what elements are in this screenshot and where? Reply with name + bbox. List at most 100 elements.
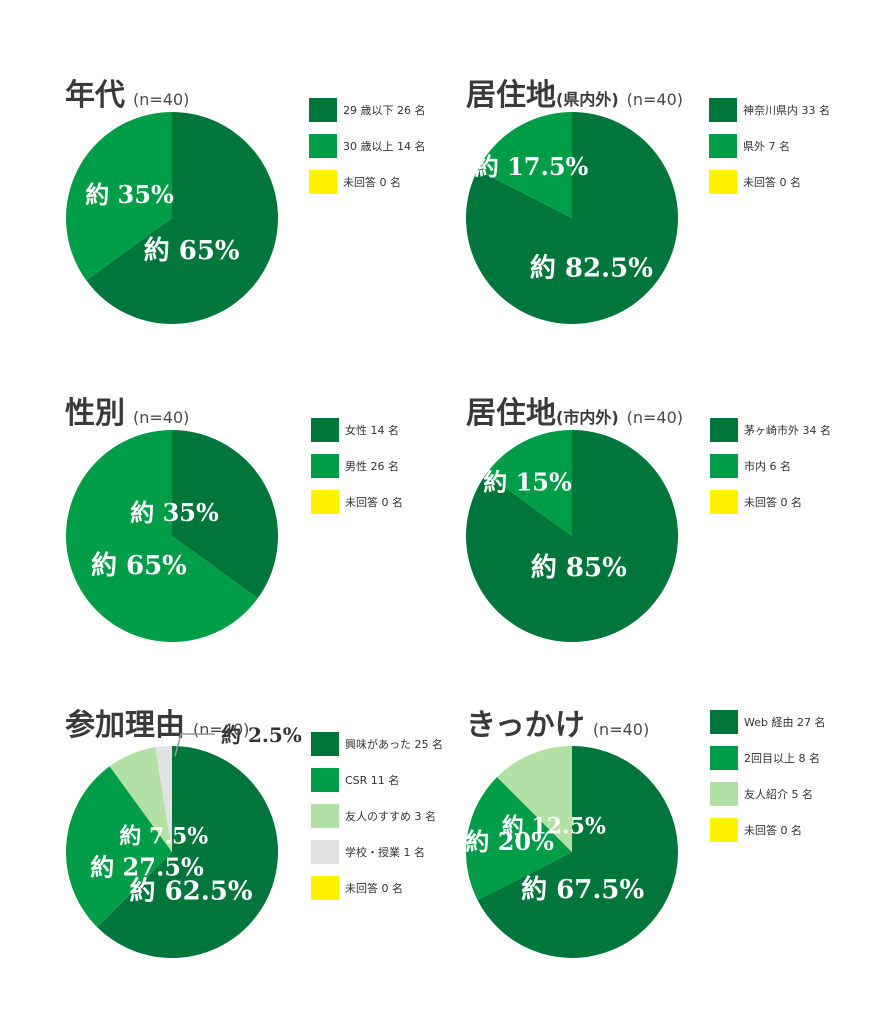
- pie-svg: 約 65% 約 35%: [66, 112, 278, 324]
- legend-item: 男性 26 名: [311, 454, 451, 478]
- legend-item: Web 経由 27 名: [710, 710, 850, 734]
- chart-title-row: 居住地(県内外) (n=40): [466, 70, 684, 113]
- slice-percent-label: 約 62.5%: [130, 875, 253, 906]
- pie-svg: 約 67.5% 約 20%約 12.5%: [465, 746, 678, 958]
- sample-size-label: (n=40): [626, 90, 684, 109]
- legend-swatch: [311, 732, 339, 756]
- legend-swatch: [710, 818, 738, 842]
- legend-swatch: [709, 98, 737, 122]
- slice-percent-label: 約 35%: [85, 180, 174, 209]
- chart-title: 参加理由: [65, 708, 185, 743]
- legend-swatch: [311, 418, 339, 442]
- legend-swatch: [309, 134, 337, 158]
- chart-title: 性別: [65, 396, 125, 431]
- legend-label: 神奈川県内 33 名: [743, 104, 830, 117]
- slice-percent-label: 約 65%: [144, 235, 240, 266]
- legend-item: 友人紹介 5 名: [710, 782, 850, 806]
- legend-item: 友人のすすめ 3 名: [311, 804, 451, 828]
- legend-label: CSR 11 名: [345, 774, 400, 787]
- slice-percent-label: 約 12.5%: [502, 814, 606, 840]
- legend-label: 友人紹介 5 名: [744, 788, 813, 801]
- slice-percent-label: 約 65%: [91, 550, 187, 581]
- legend-swatch: [710, 454, 738, 478]
- legend-item: 29 歳以下 26 名: [309, 98, 449, 122]
- legend-swatch: [309, 98, 337, 122]
- chart-title-sub: (県内外): [556, 90, 619, 109]
- slice-percent-label: 約 7.5%: [119, 824, 208, 850]
- callout-line: [174, 733, 215, 757]
- legend-swatch: [710, 710, 738, 734]
- legend-item: 未回答 0 名: [311, 490, 451, 514]
- pie-slice: [477, 112, 572, 218]
- pie-slice: [497, 746, 572, 852]
- chart-title-row: 性別 (n=40): [65, 388, 189, 431]
- chart-title-sub: (市内外): [556, 408, 619, 427]
- legend-label: 30 歳以上 14 名: [343, 140, 426, 153]
- legend-item: 未回答 0 名: [309, 170, 449, 194]
- slice-percent-label: 約 17.5%: [475, 152, 589, 181]
- slice-percent-label: 約 67.5%: [521, 874, 644, 905]
- chart-title: 居住地: [466, 396, 556, 431]
- legend-item: 県外 7 名: [709, 134, 849, 158]
- pie-slice: [66, 766, 172, 927]
- slice-percent-label: 約 35%: [130, 498, 219, 527]
- legend-label: 未回答 0 名: [345, 882, 403, 895]
- pie-chart-panel: 居住地(市内外) (n=40) 約 85% 約 15% 茅ヶ崎市外 34 名市内 6 名…: [466, 388, 885, 708]
- pie-slice: [466, 777, 572, 901]
- legend-label: Web 経由 27 名: [744, 716, 826, 729]
- legend-item: 学校・授業 1 名: [311, 840, 451, 864]
- legend-label: 未回答 0 名: [345, 496, 403, 509]
- pie-chart-panel: 年代 (n=40) 約 65% 約 35% 29 歳以下 26 名 30 歳以上 14 名…: [65, 70, 485, 390]
- legend-item: 未回答 0 名: [710, 818, 850, 842]
- legend-label: 未回答 0 名: [343, 176, 401, 189]
- legend-item: 30 歳以上 14 名: [309, 134, 449, 158]
- legend-swatch: [311, 768, 339, 792]
- chart-title-row: きっかけ (n=40): [466, 700, 650, 743]
- legend-label: 県外 7 名: [743, 140, 790, 153]
- pie-slice: [155, 746, 172, 852]
- pie-slice: [172, 430, 278, 599]
- pie-svg: 約 35% 約 65%: [65, 430, 278, 642]
- legend-swatch: [311, 490, 339, 514]
- slice-percent-label: 約 82.5%: [530, 253, 653, 284]
- pie-slice: [86, 112, 278, 324]
- chart-title-row: 居住地(市内外) (n=40): [466, 388, 684, 431]
- legend-item: 茅ヶ崎市外 34 名: [710, 418, 850, 442]
- legend-swatch: [311, 454, 339, 478]
- legend-item: 未回答 0 名: [311, 876, 451, 900]
- pie-chart-panel: 参加理由 (n=40) 約 62.5% 約 27.5% 約 7.5% 約 2.5% 興味があ…: [65, 700, 485, 1020]
- pie-svg: 約 85% 約 15%: [466, 430, 678, 642]
- legend-item: 市内 6 名: [710, 454, 850, 478]
- legend-item: 女性 14 名: [311, 418, 451, 442]
- pie-chart-panel: 居住地(県内外) (n=40) 約 82.5% 約 17.5% 神奈川県内 33 名県外…: [466, 70, 885, 390]
- chart-title: 年代: [65, 78, 125, 113]
- legend-label: 未回答 0 名: [743, 176, 801, 189]
- legend-label: 未回答 0 名: [744, 496, 802, 509]
- pie-slice: [97, 746, 278, 958]
- pie-slice: [477, 746, 678, 958]
- sample-size-label: (n=40): [133, 90, 190, 109]
- legend-item: CSR 11 名: [311, 768, 451, 792]
- legend-label: 市内 6 名: [744, 460, 791, 473]
- legend-item: 未回答 0 名: [709, 170, 849, 194]
- pie-slice: [66, 112, 172, 281]
- chart-title: 居住地: [466, 78, 556, 113]
- sample-size-label: (n=40): [592, 720, 650, 739]
- pie-slice: [109, 747, 172, 852]
- slice-percent-label: 約 27.5%: [90, 853, 204, 882]
- legend-swatch: [709, 134, 737, 158]
- legend-swatch: [309, 170, 337, 194]
- legend-swatch: [710, 746, 738, 770]
- legend-label: 興味があった 25 名: [345, 738, 443, 751]
- legend-swatch: [311, 804, 339, 828]
- slice-percent-label: 約 15%: [483, 468, 572, 497]
- legend-swatch: [709, 170, 737, 194]
- legend-swatch: [710, 782, 738, 806]
- chart-title-row: 年代 (n=40): [65, 70, 190, 113]
- sample-size-label: (n=40): [626, 408, 684, 427]
- slice-percent-label: 約 85%: [531, 552, 627, 583]
- legend-swatch: [311, 840, 339, 864]
- legend-swatch: [710, 490, 738, 514]
- legend-swatch: [710, 418, 738, 442]
- pie-chart-panel: きっかけ (n=40) 約 67.5% 約 20% 約 12.5% Web 経由 27 名…: [465, 700, 885, 1020]
